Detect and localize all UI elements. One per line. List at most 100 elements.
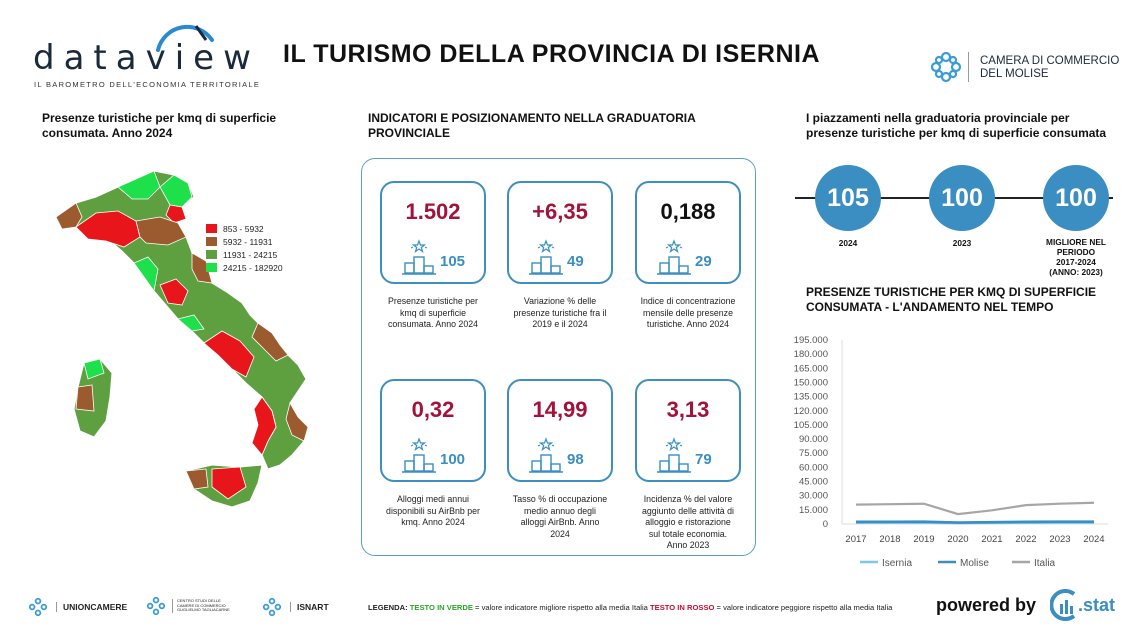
placement-label-line: 2023 xyxy=(952,238,972,248)
legend-label-molise: Molise xyxy=(960,558,989,569)
legend-label: 853 - 5932 xyxy=(223,223,264,234)
indicator-description-line: consumata. Anno 2024 xyxy=(388,319,478,329)
tagliacarne-line2: CAMERE DI COMMERCIO xyxy=(177,602,226,608)
x-tick-label: 2024 xyxy=(1083,534,1104,545)
indicator-rank: 79 xyxy=(695,451,712,468)
trend-line-chart: 195.000 180.000 165.000 150.000 135.000 120.0… xyxy=(794,335,1108,569)
series-line-molise xyxy=(855,520,1095,524)
unioncamere-icon xyxy=(28,597,48,617)
x-tick-label: 2019 xyxy=(913,534,934,545)
indicator-description-line: turistiche. Anno 2024 xyxy=(646,319,730,329)
indicators-section-title: INDICATORI E POSIZIONAMENTO NELLA GRADUA… xyxy=(368,111,696,141)
podium-icon xyxy=(529,437,563,473)
indicator-value: 0,188 xyxy=(660,199,716,224)
podium-icon xyxy=(402,239,436,275)
legend-green-text: TESTO IN VERDE xyxy=(409,603,473,612)
indicator-description: Alloggi medi annui disponibili su AirBnb … xyxy=(374,494,492,529)
indicator-value: 14,99 xyxy=(532,397,588,422)
map-legend-item: 5932 - 11931 xyxy=(206,235,283,248)
cstat-logo-icon xyxy=(1050,589,1076,621)
x-tick-label: 2023 xyxy=(1049,534,1070,545)
indicator-description-line: presenze turistiche fra il xyxy=(513,307,607,318)
indicators-panel xyxy=(361,158,756,556)
indicator-value: 1.502 xyxy=(405,199,461,224)
map-sardinia-bright xyxy=(83,358,105,380)
y-tick-label: 150.000 xyxy=(794,377,828,388)
podium-icon xyxy=(529,239,563,275)
cstat-dot: . xyxy=(1078,595,1084,615)
map-region-adriatic-brown xyxy=(191,252,213,284)
y-tick-label: 195.000 xyxy=(794,335,828,346)
legend-mid-text: = valore indicatore migliore rispetto al… xyxy=(472,603,651,612)
legend-label-italia: Italia xyxy=(1034,558,1056,569)
placement-label-line: MIGLIORE NEL xyxy=(1046,237,1106,247)
y-tick-label: 0 xyxy=(823,519,828,530)
map-legend-item: 24215 - 182920 xyxy=(206,261,283,274)
x-tick-label: 2022 xyxy=(1015,534,1036,545)
indicator-description: Incidenza % del valore aggiunto delle att… xyxy=(629,494,747,552)
indicator-rank: 49 xyxy=(567,253,584,270)
chamber-name: CAMERA DI COMMERCIO DEL MOLISE xyxy=(980,55,1130,81)
indicator-card: 3,13 79 xyxy=(635,379,741,482)
indicator-rank: 98 xyxy=(567,451,584,468)
y-tick-label: 165.000 xyxy=(794,363,828,374)
trend-title-line2: CONSUMATA - L'ANDAMENTO NEL TEMPO xyxy=(806,300,1054,314)
chamber-name-line2: DEL MOLISE xyxy=(980,68,1049,80)
powered-by-text: powered by xyxy=(936,595,1037,615)
podium-icon xyxy=(657,437,691,473)
isnart-icon xyxy=(262,597,282,617)
map-region-center-red xyxy=(159,278,189,306)
map-sardinia-brown xyxy=(75,384,95,412)
indicator-card: +6,35 49 xyxy=(507,181,613,284)
legend-swatch xyxy=(206,263,217,272)
map-region-tuscany-bright xyxy=(133,256,159,293)
legend-prefix: LEGENDA: xyxy=(368,603,408,612)
tagliacarne-line1: CENTRO STUDI DELLE xyxy=(177,598,221,604)
legend-label: 24215 - 182920 xyxy=(223,262,283,273)
y-tick-label: 135.000 xyxy=(794,392,828,403)
indicator-description-line: mensile delle presenze xyxy=(643,307,733,318)
y-tick-label: 105.000 xyxy=(794,420,828,431)
indicator-card: 1.502 105 xyxy=(380,181,486,284)
y-tick-label: 90.000 xyxy=(799,434,828,445)
map-legend: 853 - 5932 5932 - 11931 11931 - 24215 24… xyxy=(206,222,283,274)
map-region-northeast-red xyxy=(165,204,187,224)
indicator-description-line: Variazione % delle xyxy=(523,296,597,306)
unioncamere-label: UNIONCAMERE xyxy=(56,602,127,612)
page-title: IL TURISMO DELLA PROVINCIA DI ISERNIA xyxy=(283,40,821,68)
indicator-rank: 100 xyxy=(440,451,466,468)
indicator-description-line: Incidenza % del valore xyxy=(643,494,733,504)
map-region-south-red xyxy=(203,330,255,378)
y-tick-label: 45.000 xyxy=(799,477,828,488)
indicator-description-line: Alloggi medi annui xyxy=(397,494,469,504)
placement-circle-2023: 100 xyxy=(929,165,995,231)
indicator-card: 0,32 100 xyxy=(380,379,486,482)
indicator-rank: 105 xyxy=(440,253,466,270)
indicator-description-line: alloggi AirBnb. Anno xyxy=(520,517,600,527)
y-tick-label: 30.000 xyxy=(799,491,828,502)
indicator-description-line: alloggio e ristorazione xyxy=(645,517,731,527)
legend-label: 5932 - 11931 xyxy=(223,236,273,247)
placements-title-line2: presenze turistiche per kmq di superfici… xyxy=(806,126,1107,140)
trend-title-line1: PRESENZE TURISTICHE PER KMQ DI SUPERFICI… xyxy=(806,285,1097,299)
legend-swatch xyxy=(206,250,217,259)
unioncamere-logo: UNIONCAMERE xyxy=(28,597,127,617)
indicator-description: Presenze turistiche per kmq di superficie… xyxy=(374,296,492,331)
map-legend-item: 853 - 5932 xyxy=(206,222,283,235)
series-line-italia xyxy=(855,501,1095,516)
indicator-value: +6,35 xyxy=(532,199,588,224)
placements-section-title: I piazzamenti nella graduatoria provinci… xyxy=(806,111,1106,141)
isnart-logo: ISNART xyxy=(262,597,329,617)
placement-label-2023: 2023 xyxy=(932,238,992,248)
indicator-description-line: 2024 xyxy=(550,528,570,539)
dataview-logo-text: dataview xyxy=(33,38,260,78)
indicator-description: Variazione % delle presenze turistiche fr… xyxy=(501,296,619,331)
map-section-title: Presenze turistiche per kmq di superfici… xyxy=(42,111,276,141)
footer-legend: LEGENDA: TESTO IN VERDE = valore indicat… xyxy=(368,603,892,612)
indicator-description-line: Indice di concentrazione xyxy=(640,296,736,306)
indicator-description-line: Presenze turistiche per xyxy=(388,296,478,306)
legend-suffix-text: = valore indicatore peggiore rispetto al… xyxy=(714,603,893,612)
indicator-rank: 29 xyxy=(695,253,712,270)
logo-arc-icon xyxy=(156,24,214,52)
map-region-south-bright xyxy=(177,314,205,332)
